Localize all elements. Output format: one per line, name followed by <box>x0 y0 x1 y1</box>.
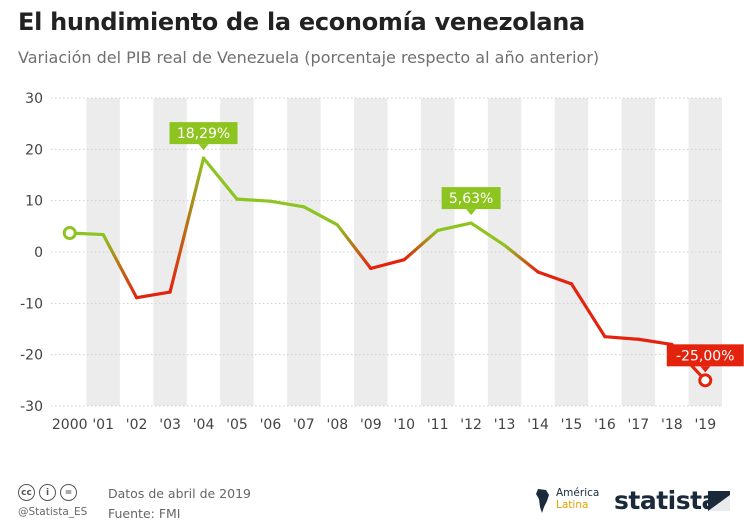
data-label: 5,63% <box>441 187 501 216</box>
x-tick-label: '13 <box>494 417 516 433</box>
y-tick-label: -30 <box>20 399 43 415</box>
x-tick-label: '01 <box>92 417 114 433</box>
data-point-marker <box>698 373 713 388</box>
x-tick-label: '06 <box>260 417 282 433</box>
x-tick-label: 2000 <box>52 417 88 433</box>
y-tick-label: 10 <box>25 194 43 210</box>
line-segment <box>402 228 440 262</box>
line-segment <box>469 221 507 247</box>
x-tick-label: '05 <box>226 417 248 433</box>
data-label-box <box>169 122 238 145</box>
x-tick-label: '17 <box>628 417 650 433</box>
x-tick-label: '11 <box>427 417 449 433</box>
year-band <box>420 98 455 406</box>
data-point-marker <box>62 226 77 241</box>
x-tick-label: '10 <box>393 417 415 433</box>
line-segment <box>502 243 540 274</box>
line-segment <box>302 205 339 227</box>
partner-line2: Latina <box>556 499 589 511</box>
data-date: Datos de abril de 2019 <box>108 486 251 501</box>
data-label-pointer <box>700 366 711 373</box>
x-tick-label: '04 <box>193 417 215 433</box>
line-segment <box>135 290 172 300</box>
x-tick-label: '18 <box>661 417 683 433</box>
line-segment <box>335 223 373 271</box>
y-tick-label: -10 <box>20 296 43 312</box>
line-segment <box>369 258 406 271</box>
x-tick-label: '16 <box>594 417 616 433</box>
x-tick-label: '15 <box>561 417 583 433</box>
line-segment <box>201 156 239 201</box>
line-segment <box>436 221 473 233</box>
chart-subtitle: Variación del PIB real de Venezuela (por… <box>18 48 600 67</box>
x-tick-label: '03 <box>159 417 181 433</box>
partner-line1: América <box>556 487 600 499</box>
data-label: -25,00% <box>666 344 744 373</box>
line-segment <box>235 197 273 203</box>
y-tick-label: 30 <box>25 91 43 107</box>
data-label-pointer <box>466 209 477 216</box>
y-tick-label: 0 <box>34 245 43 261</box>
data-label-pointer <box>198 144 209 151</box>
x-tick-label: '12 <box>460 417 482 433</box>
nd-icon: = <box>60 484 77 501</box>
cc-icon: cc <box>18 484 35 501</box>
x-tick-label: '08 <box>326 417 348 433</box>
data-label: 18,29% <box>169 122 238 151</box>
year-band <box>621 98 656 406</box>
line-segment <box>268 199 306 209</box>
license-icons: cc i = <box>18 484 77 501</box>
statista-logo: statista <box>614 486 718 515</box>
x-tick-label: '07 <box>293 417 315 433</box>
data-label-box <box>666 344 744 367</box>
line-segment <box>101 232 139 300</box>
x-tick-label: '02 <box>126 417 148 433</box>
latin-america-map-icon <box>536 489 549 513</box>
data-label-box <box>441 187 501 210</box>
x-tick-label: '19 <box>694 417 716 433</box>
social-handle: @Statista_ES <box>18 506 88 518</box>
year-band <box>153 98 187 406</box>
america-latina-logo: América Latina <box>534 487 599 519</box>
line-segment <box>603 335 640 341</box>
y-tick-label: -20 <box>20 348 43 364</box>
data-label-text: 5,63% <box>449 191 493 207</box>
statista-mark-icon <box>708 491 730 511</box>
x-tick-label: '14 <box>527 417 549 433</box>
chart-title: El hundimiento de la economía venezolana <box>18 8 585 36</box>
line-segment <box>636 337 674 346</box>
data-label-text: -25,00% <box>676 348 734 364</box>
data-source: Fuente: FMI <box>108 506 181 521</box>
line-segment <box>168 156 206 294</box>
y-tick-label: 20 <box>25 142 43 158</box>
data-label-text: 18,29% <box>177 126 230 142</box>
year-band <box>220 98 254 406</box>
line-segment <box>569 282 607 339</box>
line-segment <box>536 270 574 286</box>
by-icon: i <box>39 484 56 501</box>
x-tick-label: '09 <box>360 417 382 433</box>
